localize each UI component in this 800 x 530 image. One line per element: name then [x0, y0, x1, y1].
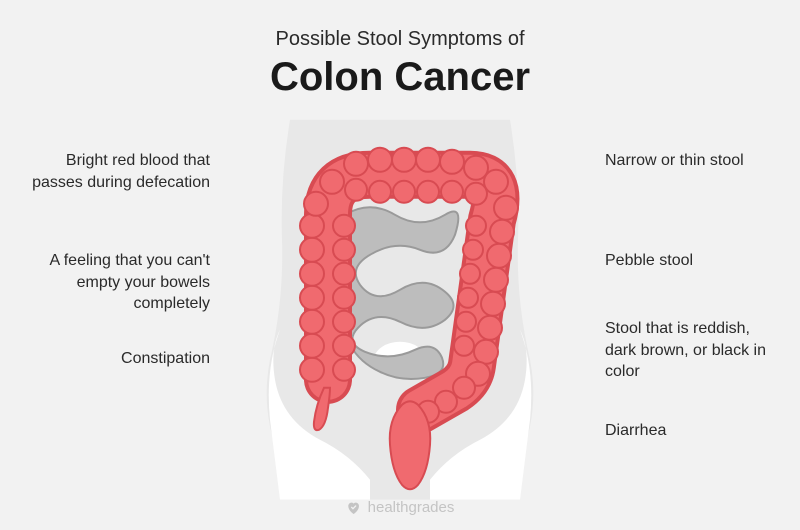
symptom-right-1: Pebble stool [605, 250, 785, 272]
subtitle: Possible Stool Symptoms of [0, 28, 800, 51]
page-title: Colon Cancer [0, 55, 800, 100]
heart-check-icon [346, 500, 362, 516]
symptom-right-0: Narrow or thin stool [605, 150, 785, 172]
symptom-right-3: Diarrhea [605, 420, 785, 442]
symptom-left-0: Bright red blood that passes during defe… [30, 150, 210, 193]
symptom-left-2: Constipation [30, 348, 210, 370]
symptom-left-1: A feeling that you can't empty your bowe… [30, 250, 210, 315]
header: Possible Stool Symptoms of Colon Cancer [0, 0, 800, 100]
symptom-right-2: Stool that is reddish, dark brown, or bl… [605, 318, 785, 383]
footer-brand: healthgrades [346, 499, 455, 516]
colon-illustration [220, 120, 580, 500]
brand-text: healthgrades [368, 499, 455, 516]
content-area: Bright red blood that passes during defe… [0, 120, 800, 530]
